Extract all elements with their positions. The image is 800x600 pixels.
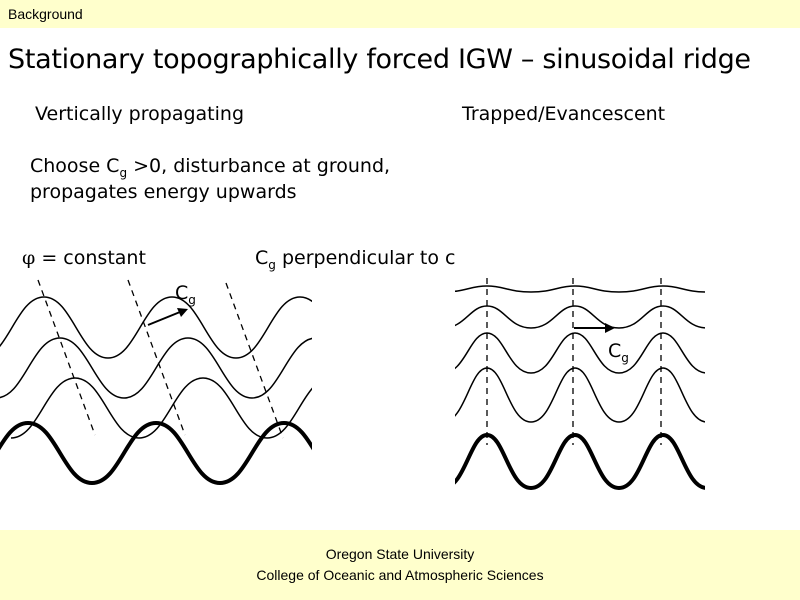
left-wave-line-3 [10, 377, 312, 439]
left-phase-line-1 [37, 279, 96, 436]
right-cg-label: Cg [608, 340, 629, 365]
right-wave-line-1 [455, 285, 705, 293]
left-wave-line-1 [0, 296, 312, 359]
right-cg-main: C [608, 340, 622, 362]
phi-text: = constant [35, 247, 146, 269]
description-line-1: Choose Cg >0, disturbance at ground, [30, 155, 391, 180]
right-wave-line-3 [455, 332, 705, 374]
left-phase-line-3 [225, 282, 284, 439]
left-cg-sub: g [188, 293, 196, 307]
description-text-1b: >0, disturbance at ground, [127, 155, 391, 177]
cg-perp-rest: perpendicular to c [275, 247, 456, 269]
right-wave-line-4 [455, 367, 705, 423]
left-cg-arrow [147, 308, 188, 326]
right-wave-line-2 [455, 305, 705, 329]
right-cg-arrow [574, 323, 615, 333]
description-subscript: g [119, 166, 128, 180]
right-heading: Trapped/Evancescent [462, 103, 666, 125]
left-phase-line-2 [127, 279, 186, 436]
cg-perp-main: C [255, 247, 269, 269]
footer-band: Oregon State University College of Ocean… [0, 530, 800, 600]
header-band: Background [0, 0, 800, 28]
slide-title: Stationary topographically forced IGW – … [8, 44, 751, 75]
cg-perp-sub: g [268, 258, 276, 272]
description-text-1a: Choose C [30, 155, 120, 177]
footer-college: College of Oceanic and Atmospheric Scien… [256, 567, 544, 583]
phi-symbol: φ [22, 247, 36, 269]
left-ground-ridge [0, 420, 312, 486]
left-heading: Vertically propagating [35, 103, 244, 125]
phi-label: φ = constant [22, 247, 146, 269]
right-ground-ridge [455, 432, 705, 491]
description-line-2: propagates energy upwards [30, 181, 297, 203]
cg-perpendicular-label: Cg perpendicular to c [255, 247, 456, 272]
left-wave-line-2 [0, 337, 312, 399]
wave-diagram [0, 278, 705, 491]
footer-university: Oregon State University [325, 546, 475, 562]
right-cg-sub: g [621, 351, 629, 365]
section-label: Background [8, 6, 83, 22]
